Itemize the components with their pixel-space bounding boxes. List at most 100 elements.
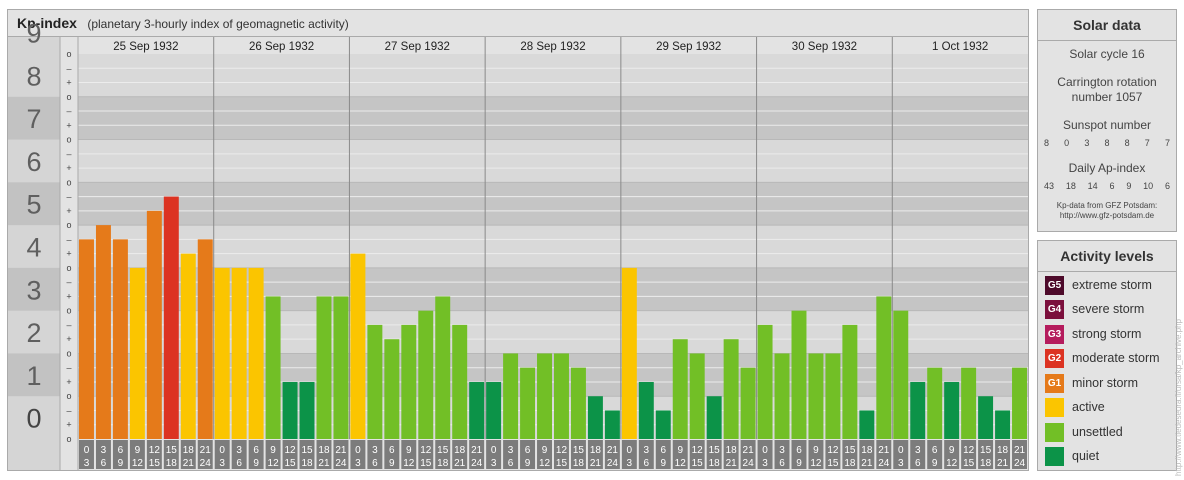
kp-band bbox=[78, 139, 1028, 183]
day-label: 1 Oct 1932 bbox=[932, 41, 988, 53]
legend-item-quiet: quiet bbox=[1045, 446, 1099, 466]
hour-slot-start: 12 bbox=[556, 445, 568, 456]
hour-slot-end: 15 bbox=[556, 458, 568, 469]
sunspot-title: Sunspot number bbox=[1062, 118, 1152, 132]
hour-slot-end: 21 bbox=[318, 458, 330, 469]
hour-slot-box bbox=[367, 440, 383, 469]
kp-bar bbox=[469, 381, 485, 439]
legend-label: unsettled bbox=[1072, 425, 1123, 439]
hour-slot-box bbox=[350, 440, 366, 469]
kp-bar bbox=[655, 410, 671, 439]
chart-title: Kp-index bbox=[17, 15, 77, 31]
kp-bar bbox=[79, 239, 94, 439]
legend-item-unsettled: unsettled bbox=[1045, 422, 1123, 442]
sunspot-value: 7 bbox=[1164, 138, 1170, 148]
kp-bar bbox=[231, 267, 247, 439]
kp-bar bbox=[961, 367, 977, 439]
y-subtick-label: o bbox=[66, 434, 71, 444]
kp-bar bbox=[214, 267, 230, 439]
solar-data-title: Solar data bbox=[1038, 10, 1176, 41]
sunspot-value: 8 bbox=[1104, 138, 1110, 148]
hour-slot-box bbox=[961, 440, 977, 469]
hour-slot-end: 3 bbox=[491, 458, 497, 469]
hour-slot-box bbox=[520, 440, 536, 469]
legend-label: severe storm bbox=[1072, 302, 1145, 316]
y-subtick-label: o bbox=[66, 306, 71, 316]
kp-bar bbox=[197, 239, 213, 439]
hour-slot-start: 6 bbox=[118, 445, 124, 456]
hour-slot-end: 12 bbox=[403, 458, 415, 469]
kp-bar bbox=[146, 210, 162, 439]
hour-slot-start: 0 bbox=[491, 445, 497, 456]
hour-slot-start: 6 bbox=[796, 445, 802, 456]
kp-bar bbox=[689, 353, 705, 439]
y-subtick-label: + bbox=[66, 120, 71, 130]
hour-slot-end: 3 bbox=[898, 458, 904, 469]
kp-bar bbox=[621, 267, 637, 439]
hour-slot-end: 15 bbox=[284, 458, 296, 469]
y-subtick-label: + bbox=[66, 420, 71, 430]
hour-slot-start: 12 bbox=[284, 445, 296, 456]
hour-slot-box bbox=[808, 440, 824, 469]
ap-index-value: 14 bbox=[1087, 181, 1098, 191]
legend-item-g3: G3 strong storm bbox=[1045, 324, 1141, 344]
hour-slot-box bbox=[604, 440, 620, 469]
hour-slot-start: 12 bbox=[827, 445, 839, 456]
y-subtick-label: + bbox=[66, 334, 71, 344]
legend-label: active bbox=[1072, 400, 1105, 414]
hour-slot-box bbox=[1012, 440, 1027, 469]
hour-slot-start: 3 bbox=[779, 445, 785, 456]
legend-swatch: G5 bbox=[1045, 275, 1064, 295]
chart-title-bar: Kp-index (planetary 3-hourly index of ge… bbox=[8, 10, 1028, 37]
y-subtick-label: o bbox=[66, 263, 71, 273]
legend-label: minor storm bbox=[1072, 376, 1138, 390]
ap-index-value: 6 bbox=[1164, 181, 1170, 191]
credit-link[interactable]: http://www.gfz-potsdam.de bbox=[1059, 211, 1155, 220]
hour-slot-box bbox=[435, 440, 451, 469]
sunspot-value: 0 bbox=[1064, 138, 1070, 148]
credit-line-1: Kp-data from GFZ Potsdam: bbox=[1056, 201, 1158, 210]
kp-bar bbox=[893, 310, 909, 439]
hour-slot-end: 9 bbox=[525, 458, 531, 469]
hour-slot-box bbox=[554, 440, 569, 469]
hour-slot-start: 12 bbox=[420, 445, 432, 456]
kp-bar bbox=[537, 353, 552, 439]
hour-slot-start: 15 bbox=[166, 445, 178, 456]
kp-band bbox=[78, 54, 1028, 97]
kp-band bbox=[78, 225, 1028, 268]
kp-bar bbox=[740, 367, 756, 439]
ap-index-value: 18 bbox=[1065, 181, 1076, 191]
hour-slot-start: 0 bbox=[627, 445, 633, 456]
legend-swatch: G1 bbox=[1045, 373, 1064, 393]
hour-slot-end: 18 bbox=[844, 458, 856, 469]
hour-slot-box bbox=[231, 440, 247, 469]
hour-slot-end: 12 bbox=[675, 458, 687, 469]
day-label: 29 Sep 1932 bbox=[656, 41, 721, 53]
hour-slot-start: 18 bbox=[454, 445, 466, 456]
hour-slot-box bbox=[757, 440, 773, 469]
hour-slot-start: 21 bbox=[335, 445, 347, 456]
hour-slot-start: 18 bbox=[861, 445, 873, 456]
hour-slot-end: 24 bbox=[1014, 458, 1026, 469]
legend-item-active: active bbox=[1045, 397, 1105, 417]
y-subtick-label: o bbox=[66, 391, 71, 401]
hour-slot-start: 9 bbox=[949, 445, 955, 456]
y-subtick-label: + bbox=[66, 78, 71, 88]
hour-slot-start: 9 bbox=[813, 445, 819, 456]
hour-slot-box bbox=[146, 440, 162, 469]
hour-slot-start: 9 bbox=[270, 445, 276, 456]
hour-slot-end: 3 bbox=[219, 458, 225, 469]
y-tick-label: 6 bbox=[26, 147, 41, 177]
hour-slot-end: 6 bbox=[372, 458, 378, 469]
hour-slot-box bbox=[129, 440, 145, 469]
hour-slot-box bbox=[180, 440, 196, 469]
hour-slot-end: 12 bbox=[132, 458, 144, 469]
ap-index-title: Daily Ap-index bbox=[1068, 161, 1146, 175]
hour-slot-end: 6 bbox=[644, 458, 650, 469]
activity-levels-panel: Activity levels G5 extreme storm G4 seve… bbox=[1037, 240, 1177, 471]
hour-slot-start: 3 bbox=[101, 445, 107, 456]
kp-bar bbox=[333, 296, 349, 439]
hour-slot-box bbox=[503, 440, 519, 469]
legend-label: extreme storm bbox=[1072, 278, 1152, 292]
hour-slot-start: 0 bbox=[84, 445, 90, 456]
